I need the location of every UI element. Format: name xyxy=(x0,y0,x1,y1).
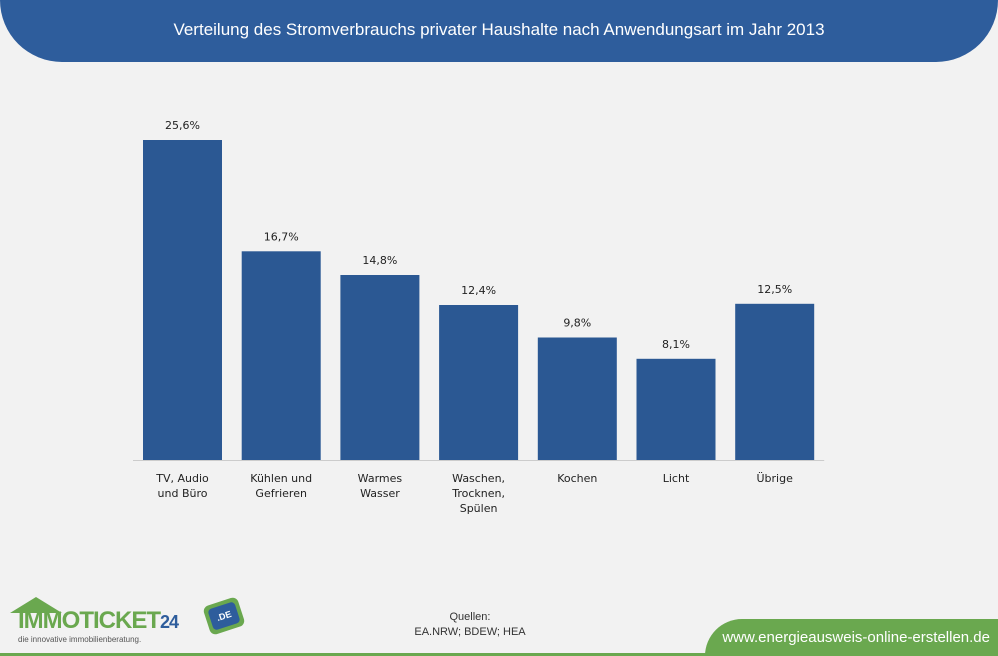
category-label-line: und Büro xyxy=(158,487,208,500)
category-label-line: Spülen xyxy=(460,502,498,515)
footer-url-link[interactable]: www.energieausweis-online-erstellen.de xyxy=(722,629,990,646)
category-label-line: Warmes xyxy=(358,472,403,485)
logo-badge-text: .DE xyxy=(207,601,241,631)
bar xyxy=(340,275,420,460)
sources-title: Quellen: xyxy=(449,611,491,623)
bar xyxy=(735,303,815,461)
logo-tagline: die innovative immobilienberatung. xyxy=(18,635,142,644)
bar-value-label: 14,8% xyxy=(362,254,397,267)
immoticket-logo: IMMOTICKET24 .DE die innovative immobili… xyxy=(10,595,250,655)
logo-badge-icon: .DE xyxy=(202,596,246,636)
footer-green-tab xyxy=(705,619,998,656)
category-label-line: Licht xyxy=(663,472,690,485)
category-label-line: Wasser xyxy=(360,487,400,500)
category-label-line: Waschen, xyxy=(452,472,505,485)
bar xyxy=(439,305,519,460)
bar-value-label: 16,7% xyxy=(264,230,299,243)
footer-divider xyxy=(0,653,998,656)
category-label-line: Gefrieren xyxy=(255,487,307,500)
category-label: Kochen xyxy=(557,472,597,485)
sources-block: Quellen: EA.NRW; BDEW; HEA xyxy=(380,610,560,640)
logo-wordmark: IMMOTICKET24 xyxy=(18,607,179,635)
header-banner xyxy=(0,0,998,62)
category-label-line: TV, Audio xyxy=(155,472,209,485)
category-label: Waschen, Trocknen, Spülen xyxy=(451,472,505,515)
chart-title: Verteilung des Stromverbrauchs privater … xyxy=(173,20,825,39)
house-roof-icon xyxy=(10,597,62,613)
logo-main-text: IMMOTICKET xyxy=(18,607,161,634)
bar-value-label: 12,5% xyxy=(757,283,792,296)
category-label-line: Trocknen, xyxy=(451,487,505,500)
category-label-line: Kochen xyxy=(557,472,597,485)
logo-number: 24 xyxy=(159,612,179,632)
category-label: Licht xyxy=(663,472,690,485)
category-label: Warmes Wasser xyxy=(358,472,403,500)
category-label: Übrige xyxy=(757,472,794,485)
bar xyxy=(143,140,222,460)
category-label: TV, Audio und Büro xyxy=(155,472,209,500)
bar-value-label: 25,6% xyxy=(165,119,200,132)
category-label-line: Übrige xyxy=(757,472,794,485)
category-label: Kühlen und Gefrieren xyxy=(250,472,312,500)
bar-value-label: 12,4% xyxy=(461,284,496,297)
bar xyxy=(636,358,716,461)
bar xyxy=(537,337,617,460)
bar xyxy=(241,251,321,461)
sources-text: EA.NRW; BDEW; HEA xyxy=(414,626,526,638)
bar-value-label: 8,1% xyxy=(662,338,690,351)
bar-value-label: 9,8% xyxy=(563,317,591,330)
category-label-line: Kühlen und xyxy=(250,472,312,485)
